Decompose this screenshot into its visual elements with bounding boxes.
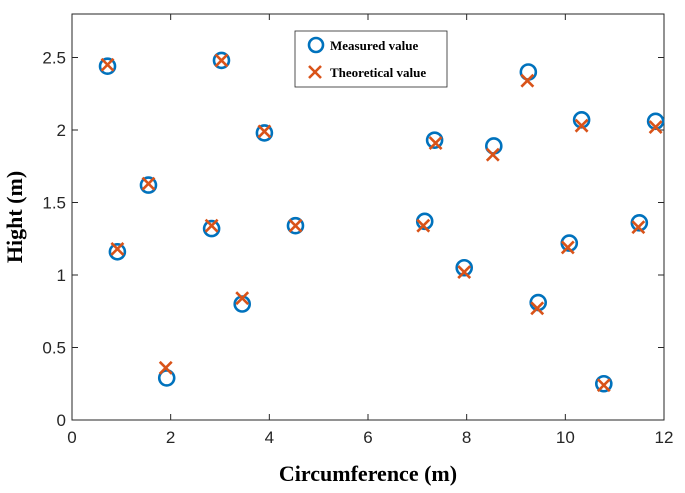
theoretical-point (520, 73, 535, 88)
theoretical-point (428, 136, 443, 150)
data-points (98, 51, 665, 393)
theoretical-point (560, 240, 575, 255)
measured-point (595, 374, 613, 393)
legend-x-marker (308, 65, 322, 79)
theoretical-point (158, 360, 173, 375)
theoretical-point (596, 378, 611, 393)
y-tick-label: 1 (57, 266, 66, 285)
theoretical-point (648, 120, 663, 135)
y-tick-label: 2 (57, 121, 66, 140)
measured-point (108, 243, 127, 261)
theoretical-point (416, 218, 431, 233)
x-tick-label: 2 (166, 428, 175, 447)
theoretical-point (141, 176, 156, 191)
measured-point (139, 176, 158, 194)
legend-circle-marker (307, 36, 325, 54)
x-tick-label: 6 (363, 428, 372, 447)
theoretical-point (288, 218, 303, 233)
y-tick-label: 0.5 (42, 339, 66, 358)
x-axis-title: Circumference (m) (279, 461, 457, 486)
y-tick-label: 0 (57, 411, 66, 430)
measured-point (212, 51, 231, 70)
x-tick-label: 10 (556, 428, 575, 447)
theoretical-point (257, 124, 272, 139)
x-tick-label: 4 (265, 428, 274, 447)
x-tick-label: 8 (462, 428, 471, 447)
theoretical-point (214, 53, 229, 68)
theoretical-point (110, 241, 125, 256)
theoretical-point (235, 291, 250, 306)
theoretical-point (457, 265, 472, 280)
theoretical-point (530, 301, 545, 316)
axis-ticks: 0 2 4 6 8 10 12 0 0.5 1 1.5 2 2.5 (42, 14, 673, 447)
theoretical-point (574, 118, 589, 133)
measured-point (286, 216, 305, 235)
theoretical-point (485, 147, 500, 162)
theoretical-point (204, 218, 219, 233)
y-axis-title: Hight (m) (2, 171, 27, 263)
measured-point (630, 214, 649, 232)
y-tick-label: 1.5 (42, 194, 66, 213)
theoretical-point (631, 220, 646, 235)
measured-point (255, 124, 274, 142)
x-tick-label: 0 (67, 428, 76, 447)
theoretical-point (100, 57, 115, 72)
legend-label-theoretical: Theoretical value (330, 65, 426, 80)
legend-label-measured: Measured value (330, 38, 418, 53)
y-tick-label: 2.5 (42, 49, 66, 68)
measured-point (202, 219, 221, 238)
measured-point (455, 258, 474, 277)
legend: Measured value Theoretical value (294, 30, 448, 88)
measured-point (98, 57, 117, 75)
measured-point (425, 131, 444, 149)
x-tick-label: 12 (655, 428, 674, 447)
